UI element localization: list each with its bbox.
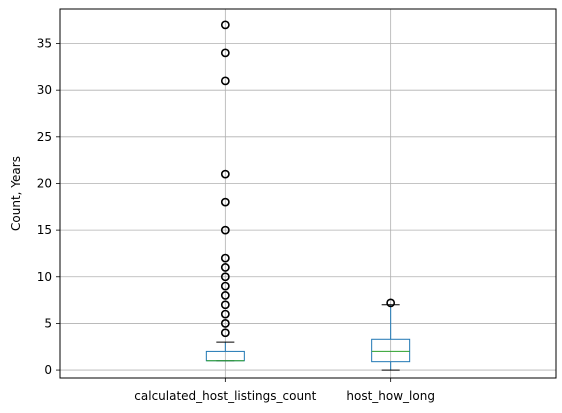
y-tick-label: 0 [44,363,52,377]
outlier-point [220,272,230,282]
outlier-point [220,197,230,207]
y-tick-label: 25 [37,130,52,144]
outlier-point [220,253,230,263]
outlier-point [220,225,230,235]
outlier-point [220,169,230,179]
outlier-point [220,291,230,300]
outlier-point [220,300,230,310]
outlier-point [220,20,230,30]
outlier-point [220,263,230,272]
plot-frame [59,8,557,379]
outlier-point [386,298,396,308]
outlier-point [220,281,230,291]
y-tick-label: 20 [37,176,52,190]
outlier-point [220,309,230,319]
x-tick-label: calculated_host_listings_count [134,389,316,403]
y-tick-label: 35 [37,37,52,51]
outlier-point [220,76,230,86]
x-tick-label: host_how_long [346,389,435,403]
data-layer [205,20,411,371]
outlier-point [220,48,230,58]
y-tick-label: 5 [44,316,52,330]
grid-layer [60,9,556,378]
outlier-point [220,328,230,338]
y-tick-label: 30 [37,83,52,97]
y-tick-label: 10 [37,270,52,284]
axis-layer: 0 5 10 15 20 25 30 35 calculated_host_listings_c… [37,37,435,403]
outlier-point [220,319,230,328]
box-iqr [371,338,411,363]
y-tick-label: 15 [37,223,52,237]
box-group [205,20,245,362]
y-axis-label: Count, Years [9,156,23,231]
box-group [371,298,411,371]
